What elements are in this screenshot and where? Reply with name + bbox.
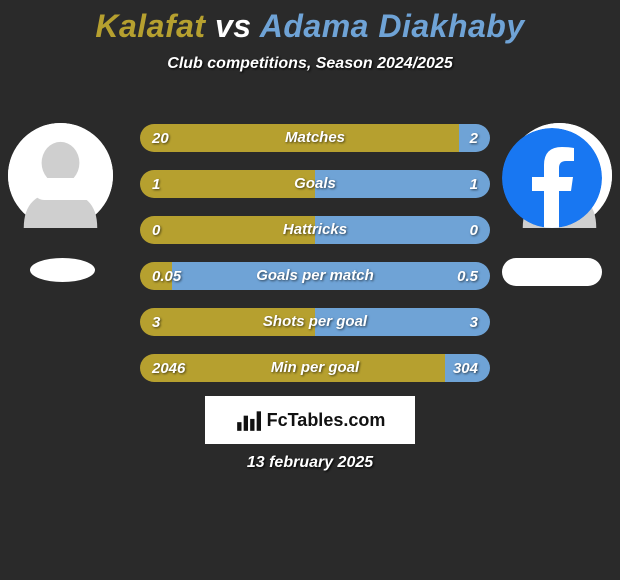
bar-right-value: 2 bbox=[470, 130, 478, 147]
bar-right-value: 0 bbox=[470, 222, 478, 239]
bar-right-segment: 304 bbox=[445, 354, 491, 382]
bar-right-value: 304 bbox=[453, 360, 478, 377]
bar-right-segment: 3 bbox=[315, 308, 490, 336]
bar-left-value: 2046 bbox=[152, 360, 185, 377]
bar-right-value: 1 bbox=[470, 176, 478, 193]
bar-left-segment: 2046 bbox=[140, 354, 445, 382]
bar-left-value: 1 bbox=[152, 176, 160, 193]
bar-left-segment: 20 bbox=[140, 124, 459, 152]
bar-row: 0.050.5Goals per match bbox=[140, 262, 490, 290]
bar-row: 33Shots per goal bbox=[140, 308, 490, 336]
bar-left-value: 20 bbox=[152, 130, 169, 147]
bar-right-value: 0.5 bbox=[457, 268, 478, 285]
bar-left-segment: 1 bbox=[140, 170, 315, 198]
bar-left-segment: 0.05 bbox=[140, 262, 172, 290]
comparison-bars: 202Matches11Goals00Hattricks0.050.5Goals… bbox=[140, 124, 490, 400]
bar-right-value: 3 bbox=[470, 314, 478, 331]
flag-small-left bbox=[33, 178, 108, 200]
subtitle: Club competitions, Season 2024/2025 bbox=[0, 55, 620, 73]
date-text: 13 february 2025 bbox=[0, 454, 620, 472]
flag-left bbox=[30, 258, 95, 282]
bar-row: 11Goals bbox=[140, 170, 490, 198]
bar-left-value: 0.05 bbox=[152, 268, 181, 285]
facebook-icon bbox=[502, 128, 602, 228]
brand-box[interactable]: FcTables.com bbox=[205, 396, 415, 444]
brand-text: FcTables.com bbox=[267, 410, 386, 431]
bar-right-segment: 1 bbox=[315, 170, 490, 198]
bar-row: 2046304Min per goal bbox=[140, 354, 490, 382]
title-right-name: Adama Diakhaby bbox=[260, 8, 525, 44]
facebook-badge[interactable] bbox=[502, 128, 602, 228]
bar-right-segment: 0 bbox=[315, 216, 490, 244]
flag-right bbox=[502, 258, 602, 286]
chart-bars-icon bbox=[235, 407, 261, 433]
bar-row: 202Matches bbox=[140, 124, 490, 152]
bar-left-segment: 3 bbox=[140, 308, 315, 336]
bar-left-value: 0 bbox=[152, 222, 160, 239]
bar-left-value: 3 bbox=[152, 314, 160, 331]
bar-row: 00Hattricks bbox=[140, 216, 490, 244]
page-title: Kalafat vs Adama Diakhaby bbox=[0, 0, 620, 45]
avatar-silhouette-icon bbox=[8, 123, 113, 228]
player-avatar-left bbox=[8, 123, 113, 228]
title-left-name: Kalafat bbox=[95, 8, 205, 44]
bar-right-segment: 2 bbox=[459, 124, 491, 152]
bar-right-segment: 0.5 bbox=[172, 262, 491, 290]
title-vs: vs bbox=[215, 8, 252, 44]
bar-left-segment: 0 bbox=[140, 216, 315, 244]
